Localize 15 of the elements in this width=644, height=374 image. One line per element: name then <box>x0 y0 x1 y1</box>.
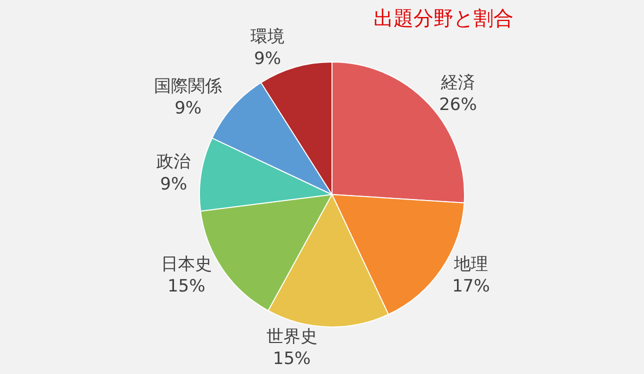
data-label: 26% <box>439 94 477 115</box>
slice-label: 環境 <box>250 26 285 47</box>
chart-title: 出題分野と割合 <box>374 6 514 30</box>
slice-label: 世界史 <box>266 326 318 347</box>
data-label: 9% <box>254 48 281 69</box>
slice-label: 政治 <box>156 152 191 172</box>
slice-label: 地理 <box>453 254 488 275</box>
slice-label: 国際関係 <box>154 76 222 97</box>
data-label: 17% <box>452 276 490 297</box>
data-label: 9% <box>160 174 188 194</box>
data-label: 15% <box>167 276 206 297</box>
data-label: 15% <box>272 349 311 370</box>
data-label: 9% <box>174 98 202 119</box>
slice-label: 経済 <box>440 72 476 93</box>
slice-label: 日本史 <box>160 254 212 275</box>
